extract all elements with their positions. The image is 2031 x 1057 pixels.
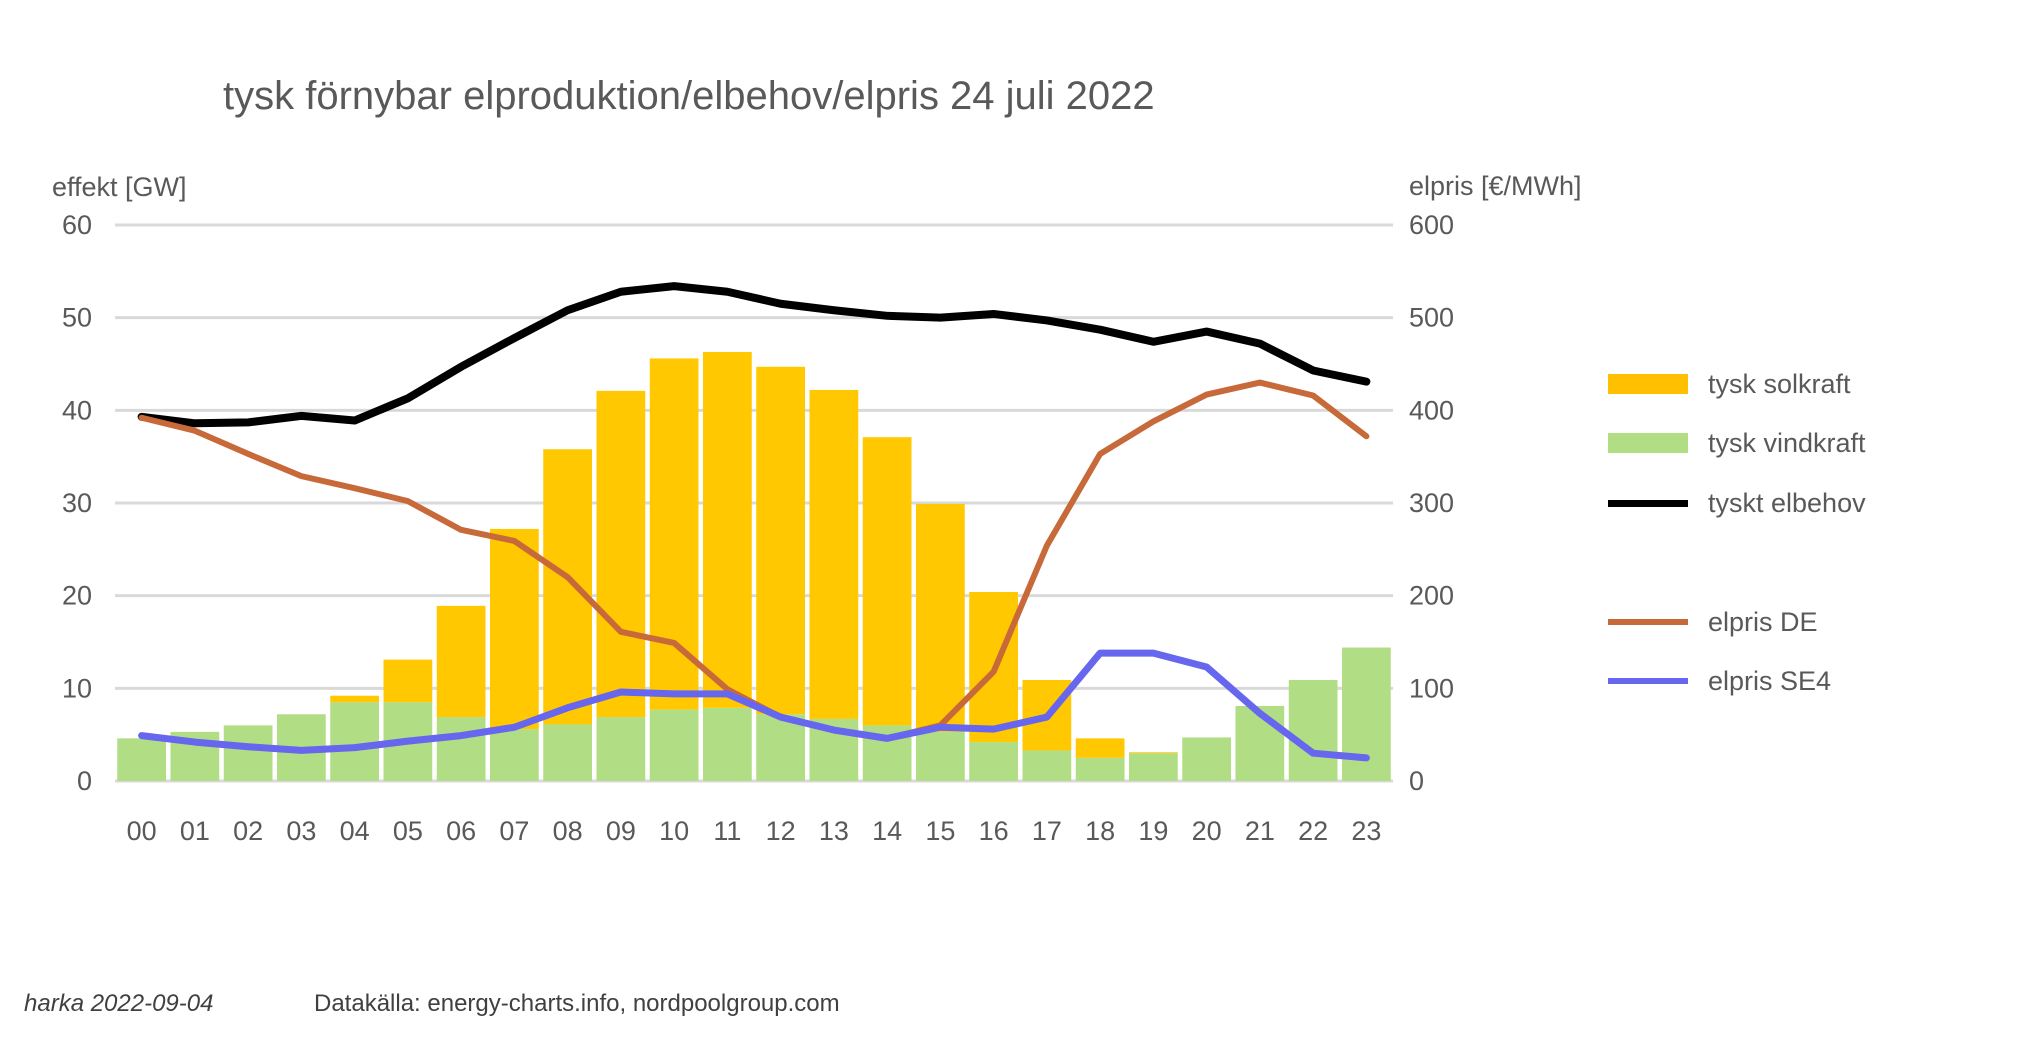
y-tick-label-right: 400 (1409, 395, 1454, 425)
bar-vindkraft (1288, 679, 1338, 781)
legend-label: tysk vindkraft (1708, 427, 1866, 458)
bar-vindkraft (756, 714, 805, 781)
bar-solkraft (649, 358, 699, 710)
x-tick-label: 13 (819, 816, 849, 846)
y-tick-label-left: 20 (62, 581, 92, 611)
bar-vindkraft (1182, 737, 1231, 781)
x-tick-label: 21 (1245, 816, 1275, 846)
legend-item-vindkraft[interactable]: tysk vindkraft (1608, 426, 1866, 460)
y-tick-label-left: 60 (62, 210, 92, 240)
y-tick-label-left: 0 (77, 766, 92, 796)
legend-item-elbehov[interactable]: tyskt elbehov (1608, 486, 1866, 520)
chart-title: tysk förnybar elproduktion/elbehov/elpri… (223, 74, 1155, 118)
bar-solkraft (756, 366, 805, 715)
x-tick-label: 22 (1298, 816, 1328, 846)
x-tick-label: 16 (979, 816, 1009, 846)
x-tick-label: 12 (766, 816, 796, 846)
bar-vindkraft (1075, 757, 1125, 781)
y-tick-label-right: 600 (1409, 210, 1454, 240)
x-tick-label: 05 (393, 816, 423, 846)
bar-solkraft (436, 605, 486, 718)
x-tick-label: 10 (659, 816, 689, 846)
x-tick-label: 01 (180, 816, 210, 846)
y-tick-label-left: 40 (62, 395, 92, 425)
x-tick-label: 23 (1351, 816, 1381, 846)
y-tick-label-left: 30 (62, 488, 92, 518)
x-tick-label: 11 (713, 816, 741, 846)
legend-label: elpris DE (1708, 606, 1818, 637)
x-tick-label: 03 (286, 816, 316, 846)
legend-item-solkraft[interactable]: tysk solkraft (1608, 367, 1851, 401)
bar-vindkraft (490, 729, 539, 781)
footer-source: Datakälla: energy-charts.info, nordpoolg… (314, 990, 840, 1017)
bar-solkraft (596, 390, 646, 718)
legend-line-elpris-se4 (1608, 678, 1688, 684)
legend-label: tysk solkraft (1708, 368, 1851, 399)
bar-vindkraft (223, 725, 273, 781)
bar-solkraft (543, 449, 592, 725)
bar-solkraft (1075, 738, 1125, 758)
bar-vindkraft (543, 724, 592, 781)
x-tick-label: 17 (1032, 816, 1062, 846)
y-tick-label-right: 300 (1409, 488, 1454, 518)
x-tick-label: 09 (606, 816, 636, 846)
line-elpris-se4 (138, 649, 1370, 762)
x-tick-label: 15 (925, 816, 955, 846)
x-tick-label: 18 (1085, 816, 1115, 846)
footer-author: harka 2022-09-04 (24, 990, 214, 1017)
y-tick-label-right: 500 (1409, 303, 1454, 333)
x-tick-label: 04 (340, 816, 370, 846)
x-tick-label: 07 (499, 816, 529, 846)
y-tick-label-right: 0 (1409, 766, 1424, 796)
legend-item-elpris-de[interactable]: elpris DE (1608, 605, 1818, 639)
y-axis-left-label: effekt [GW] (52, 172, 187, 202)
x-tick-label: 20 (1192, 816, 1222, 846)
bar-vindkraft (649, 709, 699, 781)
x-tick-label: 08 (553, 816, 583, 846)
legend-line-elbehov (1608, 499, 1688, 507)
x-tick-label: 02 (233, 816, 263, 846)
line-elpris-de (138, 379, 1370, 742)
x-tick-label: 19 (1138, 816, 1168, 846)
legend-label: elpris SE4 (1708, 665, 1832, 696)
bar-vindkraft (969, 742, 1018, 781)
y-tick-label-right: 100 (1409, 673, 1454, 703)
bar-solkraft (703, 351, 752, 708)
bar-solkraft (809, 389, 859, 719)
legend-item-elpris-se4[interactable]: elpris SE4 (1608, 664, 1831, 698)
bar-vindkraft (916, 731, 965, 781)
bar-vindkraft (436, 717, 486, 781)
x-tick-label: 06 (446, 816, 476, 846)
x-tick-label: 00 (127, 816, 157, 846)
legend-swatch-solkraft (1608, 374, 1688, 394)
bar-vindkraft (330, 702, 379, 781)
y-tick-label-left: 10 (62, 673, 92, 703)
y-tick-label-left: 50 (62, 303, 92, 333)
bar-vindkraft (703, 707, 752, 781)
bar-solkraft (330, 695, 379, 703)
bar-vindkraft (1235, 705, 1285, 781)
legend-line-elpris-de (1608, 619, 1688, 625)
bars (117, 351, 1391, 781)
bar-vindkraft (1129, 753, 1178, 781)
y-axis-right-label: elpris [€/MWh] (1409, 171, 1582, 201)
bar-vindkraft (1022, 750, 1072, 781)
bar-solkraft (1129, 752, 1178, 754)
bar-solkraft (916, 503, 965, 732)
bar-solkraft (862, 437, 912, 726)
x-tick-label: 14 (872, 816, 902, 846)
bar-solkraft (490, 528, 539, 730)
y-tick-label-right: 200 (1409, 581, 1454, 611)
bar-solkraft (383, 659, 433, 703)
bar-vindkraft (117, 738, 166, 781)
legend-swatch-vindkraft (1608, 433, 1688, 453)
bar-vindkraft (596, 717, 646, 781)
legend-label: tyskt elbehov (1708, 487, 1866, 518)
gridlines (115, 223, 1393, 783)
line-elbehov (137, 282, 1371, 428)
lines (137, 282, 1371, 762)
